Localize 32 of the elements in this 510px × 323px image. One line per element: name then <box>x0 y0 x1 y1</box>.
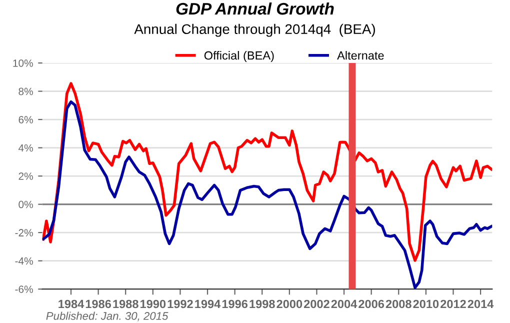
x-tick-label: 1994 <box>195 300 221 308</box>
x-tick-label: 1996 <box>222 300 248 308</box>
chart-subtitle: Annual Change through 2014q4 (BEA) <box>134 24 375 37</box>
x-tick-label: 2010 <box>413 300 439 308</box>
x-tick-label: 2000 <box>276 300 302 308</box>
x-tick-label: 2006 <box>358 300 384 308</box>
y-tick-label: -6% <box>15 286 33 293</box>
y-tick-label: 2% <box>18 172 33 180</box>
x-tick-label: 1984 <box>58 300 84 308</box>
x-tick-label: 2012 <box>440 300 466 308</box>
x-tick-label: 2014 <box>468 300 494 308</box>
x-tick-label: 1990 <box>140 300 166 308</box>
line-series <box>42 82 492 262</box>
y-tick-label: -2% <box>15 229 33 236</box>
x-tick-label: 2002 <box>304 300 330 308</box>
x-tick-label: 1988 <box>113 300 138 308</box>
legend-label: Alternate <box>337 51 384 60</box>
x-tick-label: 1986 <box>86 300 112 308</box>
y-tick-label: 8% <box>18 88 33 96</box>
x-tick-label: 1992 <box>168 300 193 308</box>
text: Published: Jan. 30, 2015 <box>46 312 168 322</box>
y-tick-label: 4% <box>18 144 33 152</box>
x-tick-label: 2004 <box>331 300 358 308</box>
y-tick-label: -4% <box>15 257 33 265</box>
chart-title: GDP Annual Growth <box>176 2 334 15</box>
legend-label: Official (BEA) <box>204 51 274 62</box>
x-tick-label: 1998 <box>250 300 275 308</box>
y-tick-label: 6% <box>18 116 33 124</box>
x-tick-label: 2008 <box>386 300 412 308</box>
y-tick-label: 0% <box>18 200 33 208</box>
line-series <box>42 100 492 290</box>
y-tick-label: 10% <box>13 59 33 67</box>
